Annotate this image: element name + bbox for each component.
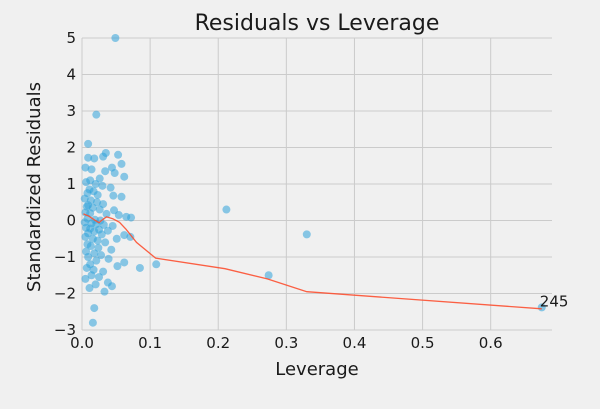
residual-point	[88, 318, 97, 327]
lowess-line	[83, 213, 542, 310]
residual-point	[127, 213, 136, 222]
residual-point	[152, 260, 161, 269]
plot-area: 245	[80, 34, 569, 327]
residual-point	[95, 205, 104, 214]
residual-point	[100, 287, 109, 296]
residual-point	[97, 251, 106, 260]
residual-point	[92, 198, 101, 207]
residual-point	[126, 232, 135, 241]
residual-point	[85, 284, 94, 293]
residual-point	[81, 163, 90, 172]
residual-point	[106, 183, 115, 192]
axis-ticks: 0.0 0.1 0.2 0.3 0.4 0.5 0.6 −3 −2 −1 0 1 2 3 4 5	[54, 29, 503, 352]
y-axis-title: Standardized Residuals	[24, 82, 45, 292]
residual-point	[80, 194, 89, 203]
x-tick-label: 0.2	[206, 334, 230, 352]
residual-point	[90, 304, 99, 313]
residual-point	[87, 165, 96, 174]
residual-point	[113, 262, 122, 271]
residual-point	[81, 274, 90, 283]
chart-title: Residuals vs Leverage	[195, 11, 440, 36]
residual-point	[91, 180, 100, 188]
grid	[81, 37, 552, 331]
residual-point	[537, 303, 546, 312]
x-axis-title: Leverage	[275, 359, 358, 380]
residual-point	[82, 178, 91, 187]
residual-point	[92, 110, 101, 119]
y-tick-label: −3	[54, 321, 76, 339]
x-tick-label: 0.4	[343, 334, 367, 352]
residual-point	[114, 150, 123, 159]
residual-point	[101, 238, 110, 247]
residual-point	[120, 172, 129, 181]
residual-point	[101, 167, 110, 176]
residual-point	[120, 231, 129, 240]
residual-point	[94, 243, 103, 252]
residual-point	[97, 230, 106, 239]
x-tick-label: 0.3	[274, 334, 298, 352]
residual-point	[82, 263, 91, 272]
residual-point	[117, 192, 126, 201]
y-tick-label: 5	[66, 29, 76, 47]
x-tick-label: 0.6	[479, 334, 503, 352]
residual-point	[112, 234, 121, 243]
residual-point	[90, 154, 99, 163]
residual-point	[107, 282, 116, 291]
residual-point	[114, 211, 123, 220]
x-tick-label: 0.0	[70, 334, 94, 352]
residual-point	[93, 190, 102, 199]
residual-point	[99, 152, 108, 161]
residual-point	[90, 249, 99, 258]
residual-point	[102, 209, 111, 218]
y-tick-label: 2	[66, 139, 76, 157]
y-tick-label: 4	[66, 66, 76, 84]
residual-point	[86, 242, 95, 251]
residual-point	[90, 227, 99, 236]
residual-point	[135, 263, 144, 272]
residual-point	[104, 254, 113, 263]
residual-point	[107, 245, 116, 254]
residual-point	[95, 273, 104, 282]
residual-point	[302, 230, 311, 239]
residual-point	[84, 253, 93, 261]
residual-point	[84, 153, 93, 162]
x-tick-label: 0.5	[411, 334, 435, 352]
residual-point	[222, 205, 231, 214]
residual-point	[110, 169, 119, 178]
y-tick-label: −1	[54, 248, 76, 266]
residual-point	[98, 181, 107, 190]
point-annotation: 245	[540, 292, 569, 310]
y-tick-label: 3	[66, 102, 76, 120]
y-tick-label: 0	[66, 212, 76, 230]
residual-point	[92, 256, 101, 265]
y-tick-label: −2	[54, 285, 76, 303]
residual-point	[120, 258, 129, 267]
residual-point	[103, 226, 112, 235]
residual-point	[264, 271, 273, 280]
residual-point	[84, 139, 93, 148]
residual-point	[91, 280, 100, 289]
residual-point	[93, 236, 102, 245]
residual-point	[87, 271, 96, 280]
residual-point	[117, 159, 126, 168]
residual-point	[109, 191, 118, 200]
residual-point	[99, 267, 108, 276]
residual-point	[81, 232, 90, 241]
residual-point	[95, 174, 104, 183]
y-tick-label: 1	[66, 175, 76, 193]
residual-point	[111, 34, 120, 42]
x-tick-label: 0.1	[138, 334, 162, 352]
